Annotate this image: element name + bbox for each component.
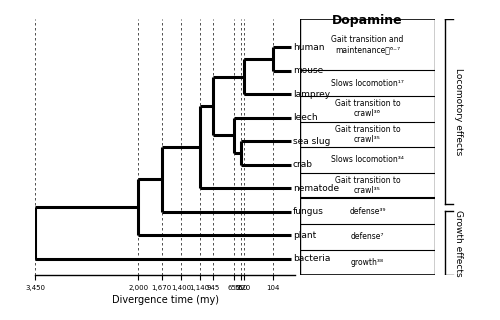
Text: crab: crab — [293, 160, 313, 169]
Text: Slows locomotion³⁴: Slows locomotion³⁴ — [331, 156, 404, 164]
Text: Gait transition to
crawl³⁵: Gait transition to crawl³⁵ — [334, 125, 400, 144]
Text: growth³⁸: growth³⁸ — [351, 258, 384, 267]
Text: Growth effects: Growth effects — [454, 210, 463, 276]
Text: defense³⁹: defense³⁹ — [349, 207, 386, 216]
Text: bacteria: bacteria — [293, 254, 330, 263]
Text: mouse: mouse — [293, 66, 323, 76]
X-axis label: Divergence time (my): Divergence time (my) — [112, 295, 218, 305]
Text: fungus: fungus — [293, 207, 324, 216]
Text: Dopamine: Dopamine — [332, 14, 403, 28]
Text: Gait transition to
crawl³⁵: Gait transition to crawl³⁵ — [334, 176, 400, 195]
Text: Gait transition to
crawl³⁶: Gait transition to crawl³⁶ — [334, 99, 400, 118]
Text: sea slug: sea slug — [293, 137, 330, 146]
Text: leech: leech — [293, 113, 318, 122]
Text: Locomotory effects: Locomotory effects — [454, 68, 463, 155]
Text: human: human — [293, 43, 324, 52]
Text: nematode: nematode — [293, 184, 339, 193]
Text: Gait transition and
maintenance⁥⁶⁻⁷: Gait transition and maintenance⁥⁶⁻⁷ — [332, 35, 404, 54]
Text: lamprey: lamprey — [293, 90, 330, 99]
Text: plant: plant — [293, 231, 316, 240]
Text: Slows locomotion¹⁷: Slows locomotion¹⁷ — [331, 79, 404, 88]
Text: defense⁷: defense⁷ — [351, 232, 384, 241]
